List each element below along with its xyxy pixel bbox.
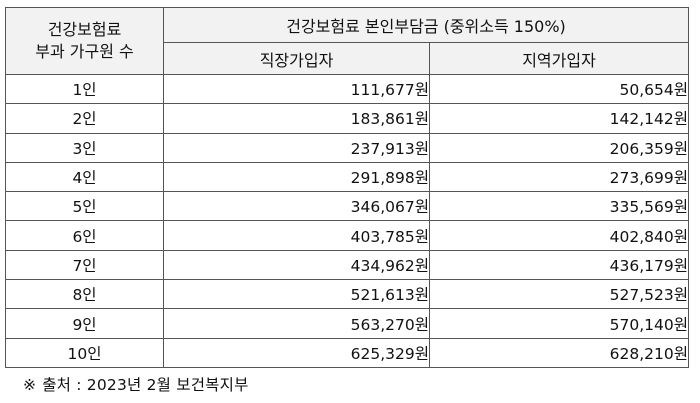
table-row: 4인 291,898원 273,699원 xyxy=(5,161,690,193)
table-row: 8인 521,613원 527,523원 xyxy=(5,279,690,310)
employee-premium-cell: 111,677원 xyxy=(163,73,430,105)
household-count-cell: 3인 xyxy=(5,132,164,163)
table-row: 2인 183,861원 142,142원 xyxy=(5,103,690,134)
household-count-cell: 2인 xyxy=(5,103,164,134)
premium-table-container: 건강보험료 부과 가구원 수 건강보험료 본인부담금 (중위소득 150%) 직… xyxy=(5,7,690,368)
household-count-cell: 4인 xyxy=(5,161,164,193)
employee-premium-cell: 291,898원 xyxy=(163,161,430,193)
employee-premium-cell: 183,861원 xyxy=(163,103,430,134)
employee-premium-cell: 403,785원 xyxy=(163,220,430,251)
source-text: 출처 : 2023년 2월 보건복지부 xyxy=(42,376,249,394)
table-row: 1인 111,677원 50,654원 xyxy=(5,73,690,105)
employee-premium-cell: 521,613원 xyxy=(163,279,430,310)
header-row-top: 건강보험료 부과 가구원 수 건강보험료 본인부담금 (중위소득 150%) xyxy=(5,7,690,75)
employee-premium-cell: 625,329원 xyxy=(163,337,430,368)
regional-subscriber-header: 지역가입자 xyxy=(428,42,690,75)
employee-subscriber-header: 직장가입자 xyxy=(163,42,430,75)
regional-premium-cell: 436,179원 xyxy=(428,249,690,281)
table-row: 5인 346,067원 335,569원 xyxy=(5,191,690,222)
regional-premium-cell: 570,140원 xyxy=(428,308,690,339)
household-size-header: 건강보험료 부과 가구원 수 xyxy=(5,7,164,75)
employee-premium-cell: 237,913원 xyxy=(163,132,430,163)
health-insurance-premium-table: 건강보험료 부과 가구원 수 건강보험료 본인부담금 (중위소득 150%) 직… xyxy=(5,7,690,368)
reference-mark: ※ xyxy=(23,376,37,394)
household-count-cell: 6인 xyxy=(5,220,164,251)
household-count-cell: 9인 xyxy=(5,308,164,339)
employee-premium-cell: 434,962원 xyxy=(163,249,430,281)
regional-premium-cell: 206,359원 xyxy=(428,132,690,163)
premium-group-header: 건강보험료 본인부담금 (중위소득 150%) xyxy=(162,7,690,43)
household-size-header-line1: 건강보험료 xyxy=(47,20,122,39)
household-count-cell: 1인 xyxy=(5,73,164,105)
employee-premium-cell: 346,067원 xyxy=(163,191,430,222)
table-row: 3인 237,913원 206,359원 xyxy=(5,132,690,163)
household-count-cell: 7인 xyxy=(5,249,164,281)
table-row: 6인 403,785원 402,840원 xyxy=(5,220,690,251)
regional-premium-cell: 527,523원 xyxy=(428,279,690,310)
household-count-cell: 8인 xyxy=(5,279,164,310)
household-count-cell: 5인 xyxy=(5,191,164,222)
header-row-bottom: 직장가입자 지역가입자 xyxy=(6,42,690,75)
table-row: 9인 563,270원 570,140원 xyxy=(5,308,690,339)
premium-table-body: 1인 111,677원 50,654원 2인 183,861원 142,142원 3인 237… xyxy=(5,73,690,368)
source-note: ※ 출처 : 2023년 2월 보건복지부 xyxy=(23,373,249,395)
regional-premium-cell: 273,699원 xyxy=(428,161,690,193)
employee-premium-cell: 563,270원 xyxy=(163,308,430,339)
regional-premium-cell: 402,840원 xyxy=(428,220,690,251)
household-size-header-line2: 부과 가구원 수 xyxy=(35,42,134,61)
table-row: 10인 625,329원 628,210원 xyxy=(5,337,690,368)
household-count-cell: 10인 xyxy=(5,337,164,368)
regional-premium-cell: 142,142원 xyxy=(428,103,690,134)
regional-premium-cell: 50,654원 xyxy=(428,73,690,105)
regional-premium-cell: 628,210원 xyxy=(428,337,690,368)
regional-premium-cell: 335,569원 xyxy=(428,191,690,222)
table-row: 7인 434,962원 436,179원 xyxy=(5,249,690,281)
